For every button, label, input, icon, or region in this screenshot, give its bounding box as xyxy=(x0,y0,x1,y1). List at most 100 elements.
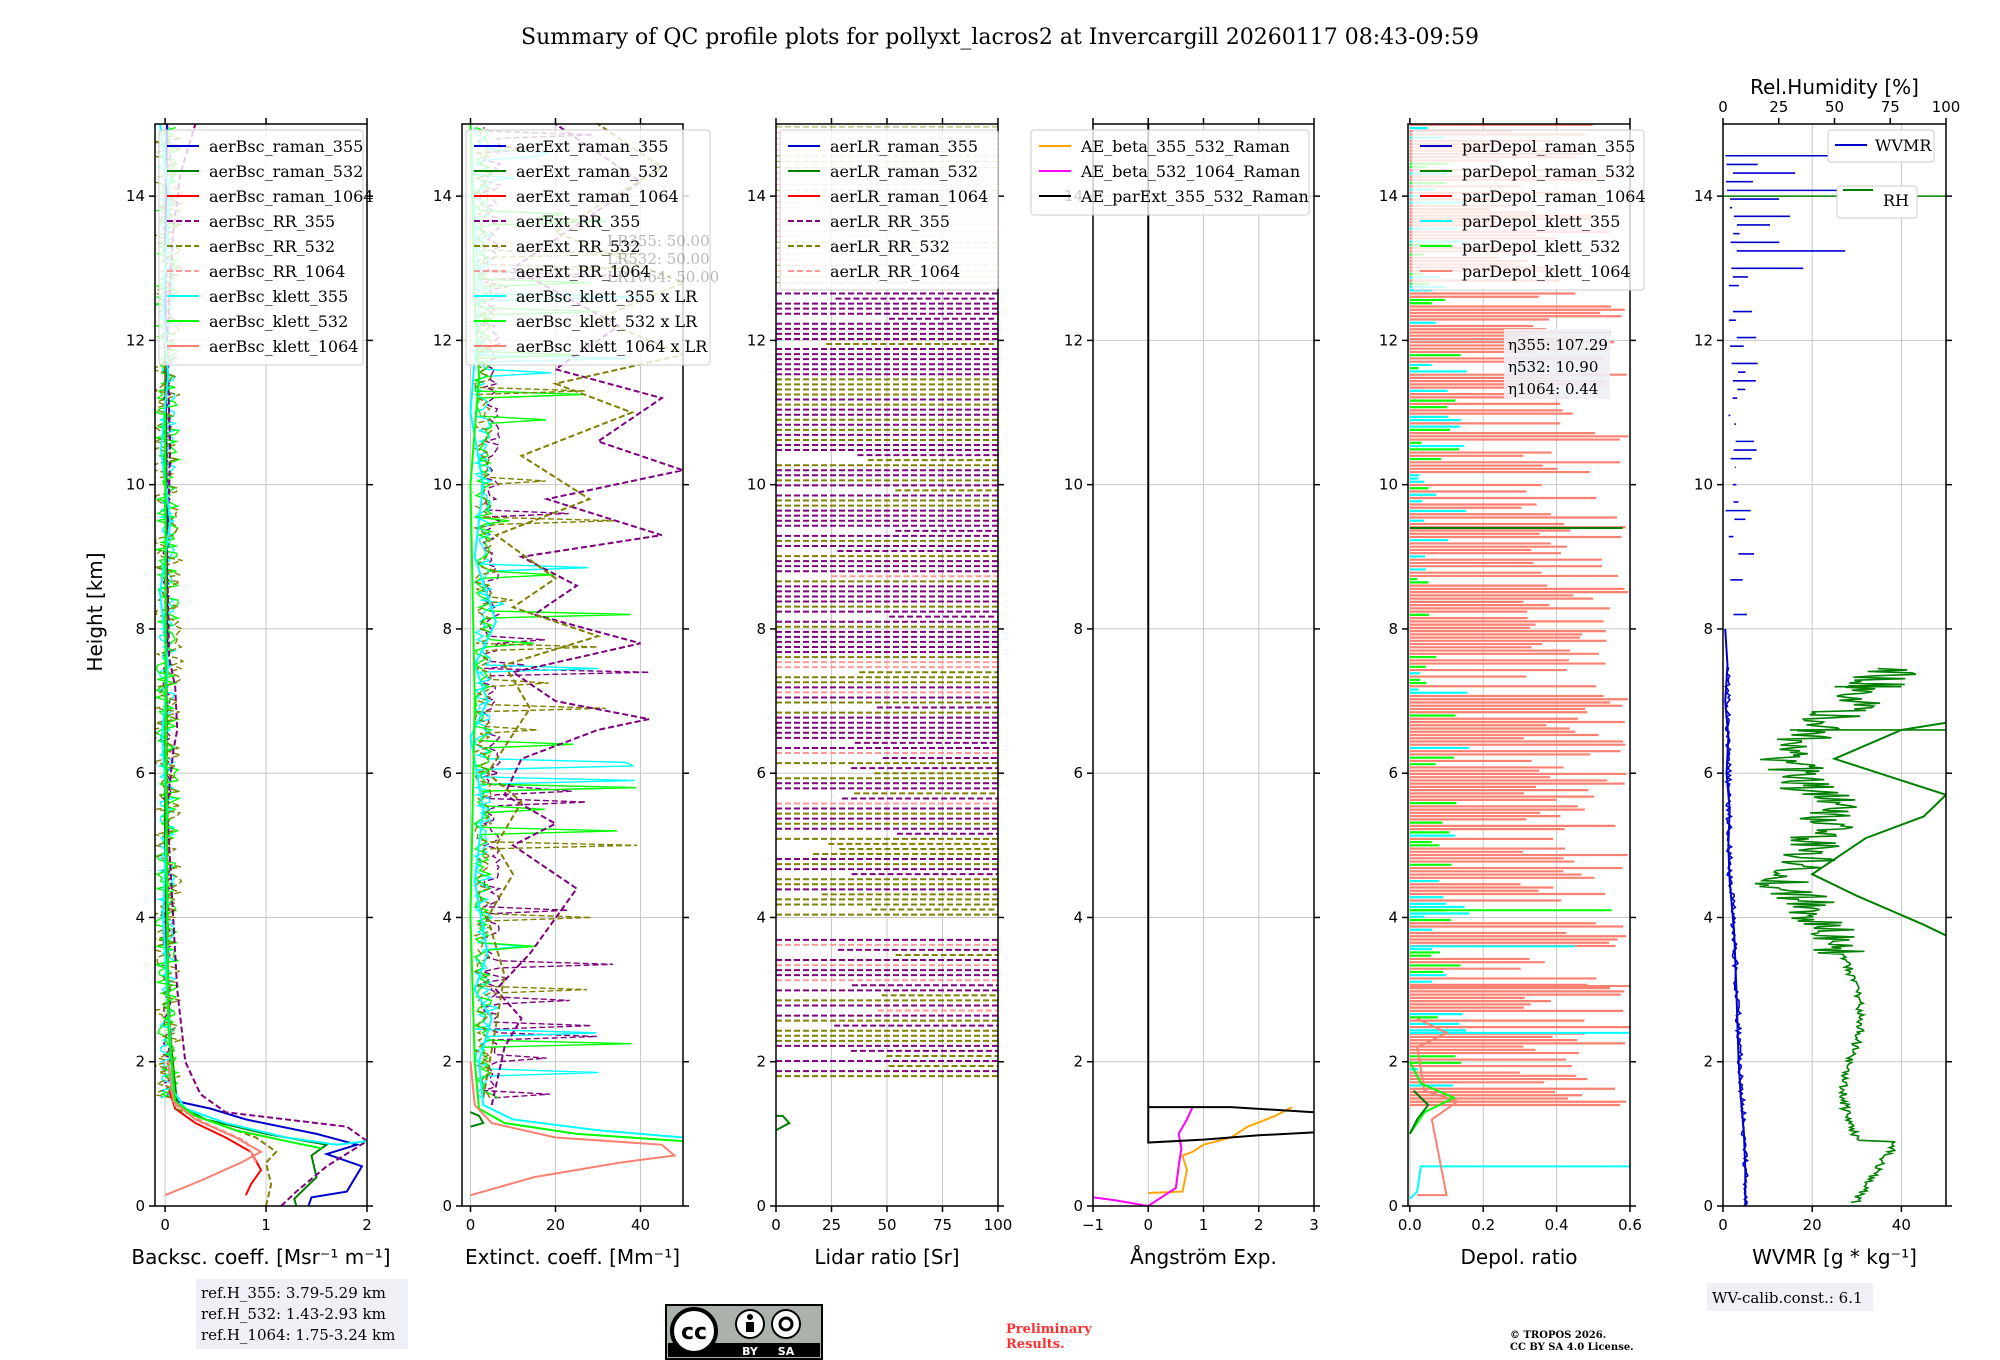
y-axis-label: Height [km] xyxy=(83,552,107,671)
x-axis-label: Lidar ratio [Sr] xyxy=(814,1245,959,1269)
subplot-depol: 0.0 0.2 0.4 0.6 0 2 4 6 8 10 12 14 Depol. ratio parDe… xyxy=(1379,118,1646,1269)
legend-label: aerBsc_raman_355 xyxy=(209,137,363,156)
figure-title: Summary of QC profile plots for pollyxt_… xyxy=(521,25,1479,50)
rh-dense-trace xyxy=(1754,667,1917,1204)
cc-circle-icon xyxy=(670,1307,718,1355)
y-tick-label: 6 xyxy=(135,764,145,782)
series-line xyxy=(164,412,322,1150)
cc-by-text: BY xyxy=(742,1345,759,1358)
legend-label: aerBsc_raman_1064 xyxy=(209,187,374,206)
copyright-line-2: CC BY SA 4.0 License. xyxy=(1510,1342,1634,1353)
y-tick-label: 4 xyxy=(1073,908,1083,926)
y-tick-label: 2 xyxy=(442,1053,452,1071)
series-line xyxy=(469,124,683,1139)
y-tick-label: 14 xyxy=(1379,187,1398,205)
x-tick-label: 0 xyxy=(466,1216,476,1234)
y-tick-label: 14 xyxy=(747,187,766,205)
y-tick-label: 12 xyxy=(433,331,452,349)
wv-calib-box-bg xyxy=(1707,1283,1873,1311)
y-tick-label: 6 xyxy=(756,764,766,782)
y-tick-label: 14 xyxy=(1694,187,1713,205)
lr-faded-value: LR355: 50.00 xyxy=(607,232,710,250)
legend: AE_beta_355_532_Raman AE_beta_532_1064_Ra… xyxy=(1030,129,1310,216)
sa-share-arrow-icon xyxy=(778,1316,794,1332)
legend-label: parDepol_klett_1064 xyxy=(1462,262,1631,281)
series-line xyxy=(1408,1089,1430,1135)
x-tick-label: 2 xyxy=(362,1216,372,1234)
ref-height-532: ref.H_532: 1.43-2.93 km xyxy=(201,1305,386,1323)
series-line xyxy=(469,1061,677,1197)
y-tick-label: 2 xyxy=(1073,1053,1083,1071)
series-line xyxy=(1409,1165,1630,1200)
x-axis-label: WVMR [g * kg⁻¹] xyxy=(1752,1245,1917,1269)
y-tick-label: 8 xyxy=(135,620,145,638)
y-tick-label: 4 xyxy=(1703,908,1713,926)
legend-label: aerBsc_klett_1064 x LR xyxy=(516,337,708,356)
legend-box xyxy=(158,129,364,366)
cc-license-badge: cc BY SA xyxy=(665,1304,823,1360)
y-tick-label: 6 xyxy=(1703,764,1713,782)
x2-tick-label: 50 xyxy=(1825,98,1844,116)
legend-label: AE_beta_355_532_Raman xyxy=(1080,137,1290,156)
legend-label: RH xyxy=(1883,191,1909,210)
y-tick-label: 12 xyxy=(1379,331,1398,349)
y-tick-label: 8 xyxy=(756,620,766,638)
y-tick-label: 6 xyxy=(442,764,452,782)
x-tick-label: 1 xyxy=(261,1216,271,1234)
legend-label: AE_beta_532_1064_Raman xyxy=(1080,162,1300,181)
legend-label: aerLR_RR_355 xyxy=(830,212,950,231)
y-tick-label: 10 xyxy=(1694,476,1713,494)
ref-height-box-bg xyxy=(196,1279,408,1349)
legend: aerLR_raman_355 aerLR_raman_532 aerLR_rama… xyxy=(779,129,999,291)
legend-box xyxy=(1411,129,1645,291)
series-line xyxy=(1148,1106,1293,1195)
preliminary-line-1: Preliminary xyxy=(1006,1322,1092,1337)
x-tick-label: 40 xyxy=(631,1216,650,1234)
eta-value: η355: 107.29 xyxy=(1508,336,1608,354)
y-tick-label: 6 xyxy=(1388,764,1398,782)
legend-label: aerBsc_klett_1064 xyxy=(209,337,358,356)
x-tick-label: 0.4 xyxy=(1545,1216,1569,1234)
x-tick-label: 0.6 xyxy=(1618,1216,1642,1234)
x-tick-label: −1 xyxy=(1082,1216,1104,1234)
x-tick-label: 2 xyxy=(1254,1216,1264,1234)
legend: WVMR RH xyxy=(1827,129,1935,219)
y-tick-label: 10 xyxy=(433,476,452,494)
x-tick-label: 20 xyxy=(546,1216,565,1234)
y-tick-label: 4 xyxy=(442,908,452,926)
x2-axis-label: Rel.Humidity [%] xyxy=(1750,75,1919,99)
subplot-wv: 0 20 40 0 2 4 6 8 10 12 14 WVMR [g * kg⁻¹] 0 25 50 75 10… xyxy=(1694,75,1960,1269)
by-person-head-icon xyxy=(747,1314,753,1320)
series-line xyxy=(164,1061,264,1197)
x-tick-label: 0.0 xyxy=(1398,1216,1422,1234)
legend-label: parDepol_raman_532 xyxy=(1462,162,1635,181)
series-line xyxy=(1810,721,1946,937)
x-axis-label: Backsc. coeff. [Msr⁻¹ m⁻¹] xyxy=(131,1245,390,1269)
legend-label: aerBsc_raman_532 xyxy=(209,162,363,181)
legend-label: aerExt_raman_532 xyxy=(516,162,669,181)
series-line xyxy=(166,124,367,1206)
wv-calib-text: WV-calib.const.: 6.1 xyxy=(1712,1289,1863,1307)
y-tick-label: 12 xyxy=(1694,331,1713,349)
y-tick-label: 0 xyxy=(1703,1197,1713,1215)
legend-box xyxy=(1030,129,1310,216)
y-tick-label: 0 xyxy=(135,1197,145,1215)
sa-share-icon xyxy=(771,1309,801,1339)
plot-area xyxy=(1093,124,1314,1206)
y-tick-label: 4 xyxy=(1388,908,1398,926)
y-tick-label: 2 xyxy=(1703,1053,1713,1071)
series-line xyxy=(776,1114,791,1132)
x-axis-label: Extinct. coeff. [Mm⁻¹] xyxy=(465,1245,680,1269)
series-line xyxy=(490,124,683,1106)
series-line xyxy=(470,1111,485,1128)
x-axis-label: Ångström Exp. xyxy=(1130,1245,1277,1269)
legend-box xyxy=(1836,185,1918,219)
y-tick-label: 10 xyxy=(747,476,766,494)
y-tick-label: 10 xyxy=(1379,476,1398,494)
y-tick-label: 8 xyxy=(1388,620,1398,638)
x-tick-label: 3 xyxy=(1309,1216,1319,1234)
legend-label: aerLR_RR_532 xyxy=(830,237,950,256)
legend: parDepol_raman_355 parDepol_raman_532 parD… xyxy=(1411,129,1646,291)
